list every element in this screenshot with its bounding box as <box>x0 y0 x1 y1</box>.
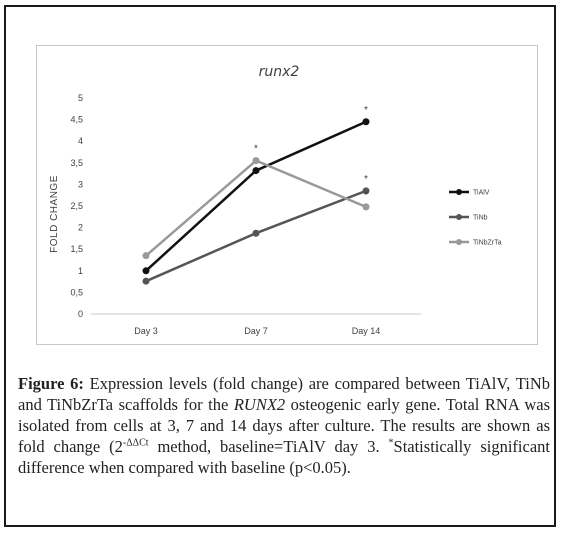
data-point <box>142 277 150 285</box>
legend-label: TiNb <box>473 215 488 222</box>
legend-label: TiNbZrTa <box>473 240 502 247</box>
caption-label: Figure 6: <box>18 374 84 393</box>
caption-text-4: Statistically significant difference whe… <box>18 437 550 477</box>
data-point <box>252 229 260 237</box>
y-tick-label: 3,5 <box>70 158 83 168</box>
caption-exponent: -ΔΔCt <box>122 437 149 449</box>
y-tick-label: 2 <box>78 223 83 233</box>
chart-title: runx2 <box>259 64 300 80</box>
legend-swatch-marker <box>456 239 462 245</box>
data-point <box>362 187 370 195</box>
significance-marker: * <box>364 190 368 201</box>
data-point <box>252 157 260 165</box>
data-point <box>362 203 370 211</box>
y-tick-label: 0 <box>78 309 83 319</box>
y-tick-label: 4,5 <box>70 115 83 125</box>
significance-marker: * <box>364 105 368 116</box>
y-axis-label: FOLD CHANGE <box>49 175 60 253</box>
chart-area: runx2 FOLD CHANGE 0 0,5 1 1,5 2 2,5 3 3,5 4 4,5 5 … <box>36 45 538 345</box>
figure-frame: runx2 FOLD CHANGE 0 0,5 1 1,5 2 2,5 3 3,5 4 4,5 5 … <box>4 5 556 527</box>
y-tick-label: 3 <box>78 179 83 189</box>
data-point <box>142 267 150 275</box>
legend-swatch-marker <box>456 214 462 220</box>
caption-text-3: method, baseline=TiAlV day 3. <box>148 437 389 456</box>
y-tick-label: 1,5 <box>70 244 83 254</box>
data-point <box>362 118 370 126</box>
legend-label: TiAlV <box>473 190 490 197</box>
y-tick-label: 1 <box>78 266 83 276</box>
y-tick-label: 5 <box>78 93 83 103</box>
caption-gene: RUNX2 <box>233 395 286 414</box>
y-tick-label: 2,5 <box>70 201 83 211</box>
caption-footnote-mark: * <box>388 437 394 449</box>
data-point <box>142 252 150 260</box>
caption-text-1: Expression levels (fold change) are comp… <box>18 374 550 414</box>
significance-marker: * <box>364 174 368 185</box>
y-tick-label: 0,5 <box>70 287 83 297</box>
figure-caption: Figure 6: Expression levels (fold change… <box>18 373 550 478</box>
legend-swatch-marker <box>456 189 462 195</box>
x-tick-label: Day 7 <box>244 326 268 336</box>
data-point <box>252 167 260 175</box>
y-tick-label: 4 <box>78 136 83 146</box>
significance-marker: * <box>254 144 258 155</box>
x-tick-label: Day 14 <box>352 326 381 336</box>
x-tick-label: Day 3 <box>134 326 158 336</box>
caption-text-2: osteogenic early gene. Total RNA was iso… <box>18 395 551 456</box>
line-chart: runx2 FOLD CHANGE 00,511,522,533,544,55 … <box>49 64 502 336</box>
